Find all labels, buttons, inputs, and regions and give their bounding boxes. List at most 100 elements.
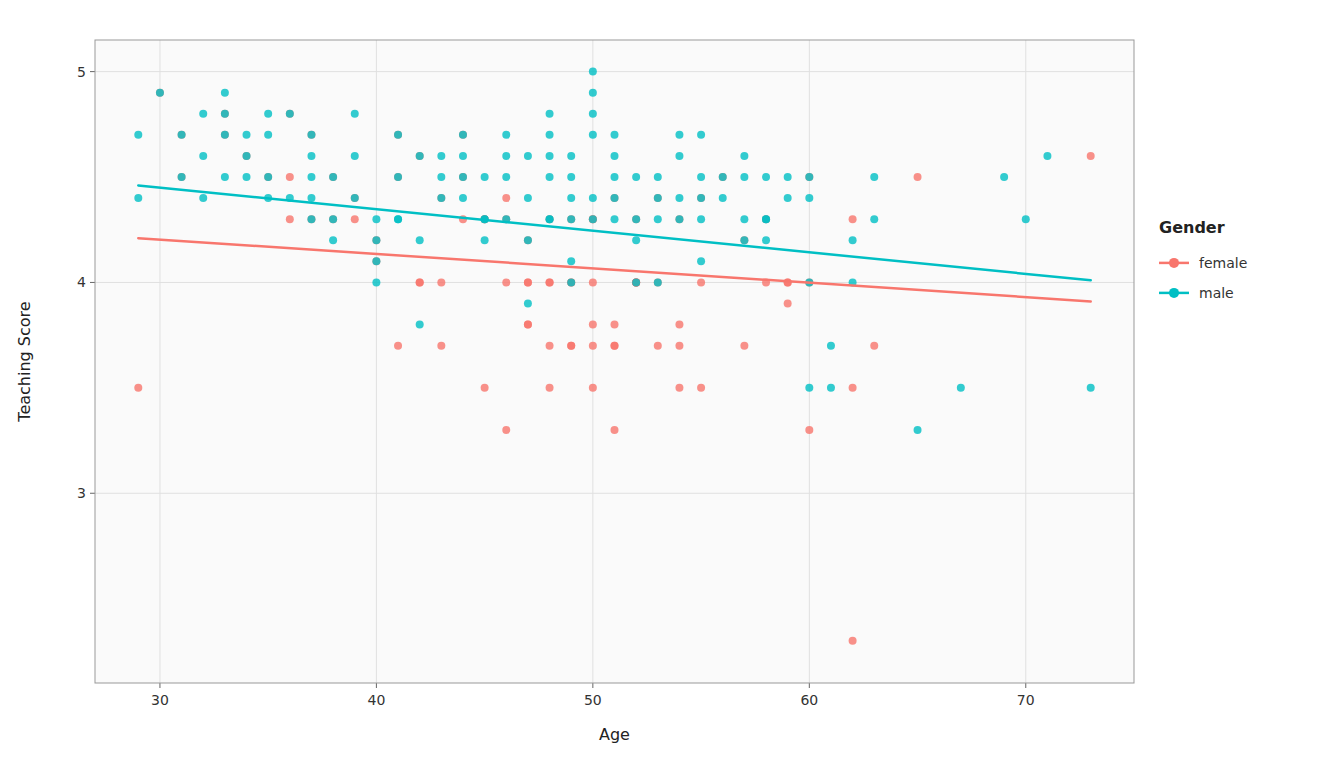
x-tick [592,683,593,688]
scatter-point [870,215,878,223]
scatter-point [351,110,359,118]
scatter-point [372,236,380,244]
scatter-point [805,173,813,181]
scatter-point [286,110,294,118]
scatter-point [611,173,619,181]
scatter-point [437,194,445,202]
scatter-point [221,131,229,139]
scatter-point [849,215,857,223]
x-tick-label: 50 [584,692,602,708]
scatter-point [546,215,554,223]
scatter-point [524,300,532,308]
x-grid-line [1025,40,1026,683]
scatter-point [914,426,922,434]
scatter-point [394,173,402,181]
scatter-point [632,215,640,223]
scatter-point [372,257,380,265]
scatter-point [221,110,229,118]
scatter-point [286,110,294,118]
scatter-point [243,173,251,181]
scatter-point [524,194,532,202]
page: {"chart_data": {"type": "scatter", "xlab… [0,0,1344,768]
scatter-point [329,215,337,223]
scatter-point [632,278,640,286]
scatter-point [805,194,813,202]
scatter-point [329,215,337,223]
scatter-point [307,152,315,160]
scatter-point [740,342,748,350]
scatter-point [870,173,878,181]
scatter-point [307,131,315,139]
scatter-point [870,342,878,350]
x-grid-line [809,40,810,683]
scatter-point [546,278,554,286]
scatter-point [589,131,597,139]
scatter-point [784,173,792,181]
scatter-point [502,194,510,202]
scatter-point [243,152,251,160]
scatter-point [1000,173,1008,181]
scatter-point [675,152,683,160]
plot-frame [95,40,1134,683]
scatter-point [264,173,272,181]
scatter-point [437,173,445,181]
scatter-point [329,173,337,181]
scatter-point [1043,152,1051,160]
scatter-point [351,215,359,223]
scatter-point [394,173,402,181]
scatter-point [740,236,748,244]
x-grid-line [376,40,377,683]
x-tick [376,683,377,688]
scatter-point [307,194,315,202]
scatter-point [611,194,619,202]
scatter-point [762,215,770,223]
scatter-point [654,194,662,202]
scatter-point [394,131,402,139]
scatter-point [524,236,532,244]
y-tick [90,71,95,72]
scatter-point [675,215,683,223]
legend: Genderfemalemale [1159,218,1247,301]
scatter-point [221,89,229,97]
chart: 3040506070345AgeTeaching ScoreGenderfema… [0,0,1344,768]
scatter-point [675,131,683,139]
scatter-point [264,131,272,139]
scatter-point [654,215,662,223]
scatter-point [134,194,142,202]
y-tick [90,282,95,283]
scatter-point [459,194,467,202]
scatter-point [199,110,207,118]
x-tick-label: 60 [800,692,818,708]
scatter-point [546,215,554,223]
scatter-point [762,236,770,244]
scatter-point [632,278,640,286]
scatter-point [307,215,315,223]
scatter-point [264,110,272,118]
scatter-point [459,173,467,181]
scatter-point [329,173,337,181]
scatter-point [914,173,922,181]
scatter-point [611,131,619,139]
scatter-point [827,384,835,392]
scatter-point [654,342,662,350]
scatter-point [589,68,597,76]
scatter-point [957,384,965,392]
scatter-point [502,426,510,434]
legend-swatch-dot [1169,258,1179,268]
scatter-point [784,194,792,202]
scatter-point [697,194,705,202]
scatter-point [546,131,554,139]
scatter-point [632,173,640,181]
y-tick-label: 5 [77,64,86,80]
scatter-point [416,152,424,160]
scatter-point [502,131,510,139]
x-tick-label: 30 [151,692,169,708]
scatter-point [849,637,857,645]
scatter-point [546,173,554,181]
scatter-point [178,131,186,139]
scatter-point [567,173,575,181]
x-axis-label: Age [599,725,630,744]
scatter-point [762,215,770,223]
scatter-point [567,278,575,286]
scatter-point [502,152,510,160]
